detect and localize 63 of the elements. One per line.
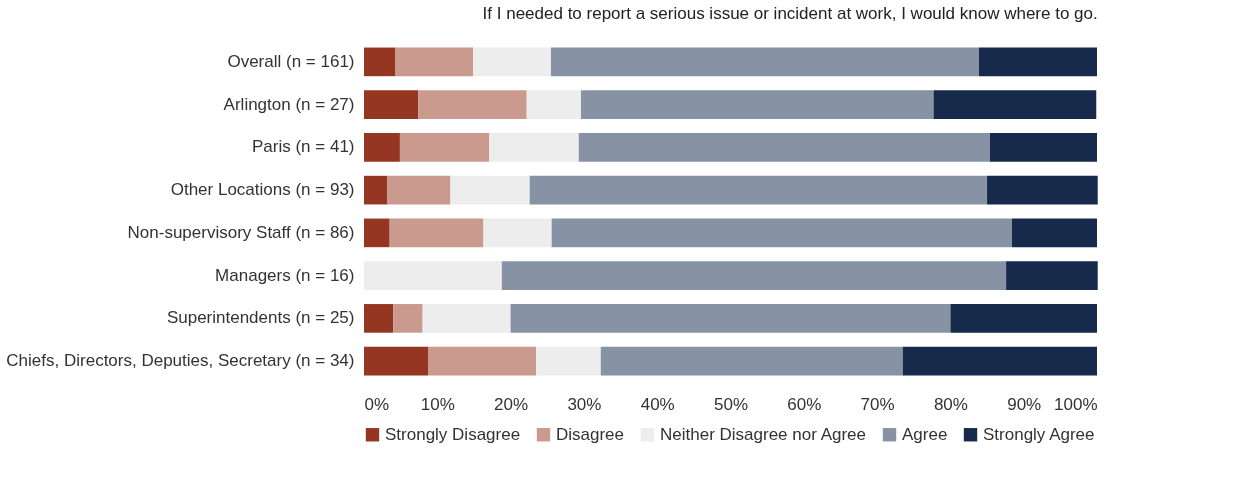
x-tick-label: 0% xyxy=(364,394,390,414)
bar xyxy=(364,346,429,376)
bar xyxy=(550,47,979,77)
x-tick-label: 40% xyxy=(640,394,675,414)
x-tick-label: 80% xyxy=(933,394,968,414)
legend-label: Strongly Disagree xyxy=(385,424,521,444)
bar xyxy=(489,133,579,162)
bar xyxy=(501,261,1007,290)
y-tick-label: Other Locations (n = 93) xyxy=(170,180,355,200)
x-tick-label: 20% xyxy=(494,394,529,414)
bar xyxy=(389,218,484,248)
y-tick-label: Chiefs, Directors, Deputies, Secretary (n = 34) xyxy=(6,351,355,371)
bar xyxy=(1006,261,1098,290)
y-tick-label: Superintendents (n = 25) xyxy=(166,308,355,328)
bar xyxy=(399,133,490,162)
bar xyxy=(529,175,988,205)
bar xyxy=(395,47,474,77)
chart-title: If I needed to report a serious issue or incident at work, I would know where to go. xyxy=(482,4,1098,23)
bar xyxy=(551,218,1012,248)
bar xyxy=(526,90,581,119)
x-tick-label: 90% xyxy=(1007,394,1042,414)
bar xyxy=(364,133,400,162)
bar xyxy=(483,218,552,248)
bar xyxy=(950,304,1097,333)
x-tick-label: 60% xyxy=(787,394,822,414)
legend-label: Neither Disagree nor Agree xyxy=(660,424,867,444)
legend-label: Strongly Agree xyxy=(983,424,1095,444)
x-tick-label: 100% xyxy=(1054,394,1098,414)
x-tick-label: 50% xyxy=(713,394,749,414)
bar xyxy=(428,346,537,376)
bar xyxy=(580,90,934,119)
bar xyxy=(536,346,601,376)
y-tick-label: Arlington (n = 27) xyxy=(223,94,355,114)
y-tick-label: Managers (n = 16) xyxy=(215,265,355,285)
bar xyxy=(364,304,394,333)
bar xyxy=(418,90,527,119)
bar xyxy=(393,304,423,333)
bar xyxy=(978,47,1097,77)
bar xyxy=(578,133,990,162)
legend-label: Agree xyxy=(902,424,948,444)
y-tick-label: Paris (n = 41) xyxy=(251,137,355,157)
y-tick-label: Non-supervisory Staff (n = 86) xyxy=(127,222,355,242)
x-tick-label: 70% xyxy=(860,394,895,414)
bar xyxy=(364,261,502,290)
bar xyxy=(364,175,388,205)
bar xyxy=(600,346,903,376)
bar xyxy=(364,218,390,248)
bar xyxy=(933,90,1097,119)
bar xyxy=(450,175,530,205)
bar xyxy=(473,47,551,77)
x-tick-label: 30% xyxy=(567,394,602,414)
x-tick-label: 10% xyxy=(420,394,455,414)
bar xyxy=(989,133,1097,162)
bar xyxy=(987,175,1098,205)
bar xyxy=(902,346,1097,376)
bar xyxy=(364,47,396,77)
bar xyxy=(510,304,951,333)
legend-label: Disagree xyxy=(556,424,625,444)
bar xyxy=(422,304,511,333)
bar xyxy=(1011,218,1097,248)
bar xyxy=(387,175,451,205)
bar xyxy=(364,90,419,119)
y-tick-label: Overall (n = 161) xyxy=(227,51,355,71)
